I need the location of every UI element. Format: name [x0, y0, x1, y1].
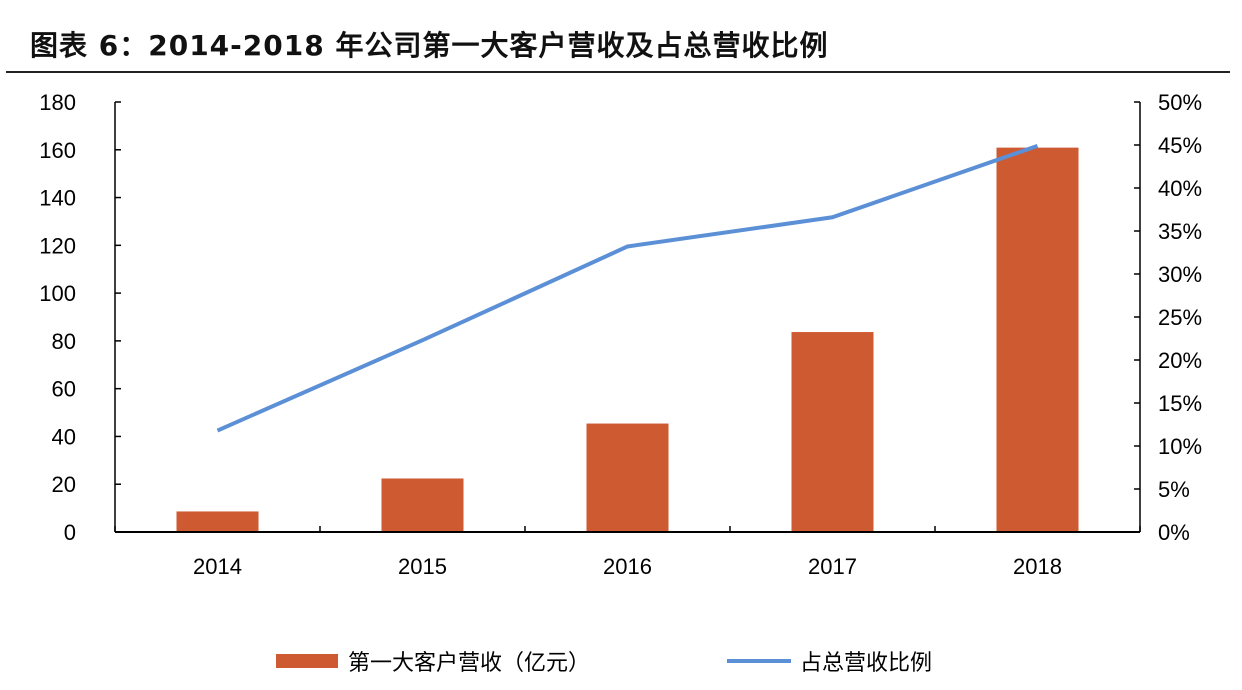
right-tick-label: 25%	[1158, 305, 1202, 330]
right-tick-label: 5%	[1158, 477, 1190, 502]
legend-bar-swatch	[276, 654, 338, 668]
right-tick-label: 35%	[1158, 219, 1202, 244]
bar-2017	[791, 332, 874, 532]
chart-title: 图表 6：2014-2018 年公司第一大客户营收及占总营收比例	[30, 29, 829, 62]
x-tick-label: 2016	[603, 554, 652, 579]
right-tick-label: 20%	[1158, 348, 1202, 373]
right-tick-label: 30%	[1158, 262, 1202, 287]
bar-2016	[586, 423, 669, 532]
right-tick-label: 10%	[1158, 434, 1202, 459]
x-tick-label: 2014	[193, 554, 242, 579]
legend-bar-label: 第一大客户营收（亿元）	[348, 651, 590, 676]
legend-line-label: 占总营收比例	[800, 651, 932, 676]
x-tick-label: 2018	[1013, 554, 1062, 579]
left-tick-label: 140	[39, 186, 76, 211]
bar-2018	[996, 147, 1079, 532]
left-tick-label: 0	[64, 520, 76, 545]
x-tick-label: 2017	[808, 554, 857, 579]
right-tick-label: 40%	[1158, 176, 1202, 201]
bar-2014	[176, 511, 259, 532]
left-tick-label: 40	[52, 424, 76, 449]
left-tick-label: 60	[52, 377, 76, 402]
left-tick-label: 120	[39, 233, 76, 258]
right-tick-label: 15%	[1158, 391, 1202, 416]
left-tick-label: 180	[39, 90, 76, 115]
left-tick-label: 100	[39, 281, 76, 306]
right-tick-label: 0%	[1158, 520, 1190, 545]
bar-2015	[381, 478, 464, 532]
x-tick-label: 2015	[398, 554, 447, 579]
right-tick-label: 45%	[1158, 133, 1202, 158]
line-series	[216, 143, 1039, 433]
title-divider	[6, 71, 1230, 73]
left-tick-label: 160	[39, 138, 76, 163]
right-tick-label: 50%	[1158, 90, 1202, 115]
left-tick-label: 80	[52, 329, 76, 354]
left-tick-label: 20	[52, 472, 76, 497]
